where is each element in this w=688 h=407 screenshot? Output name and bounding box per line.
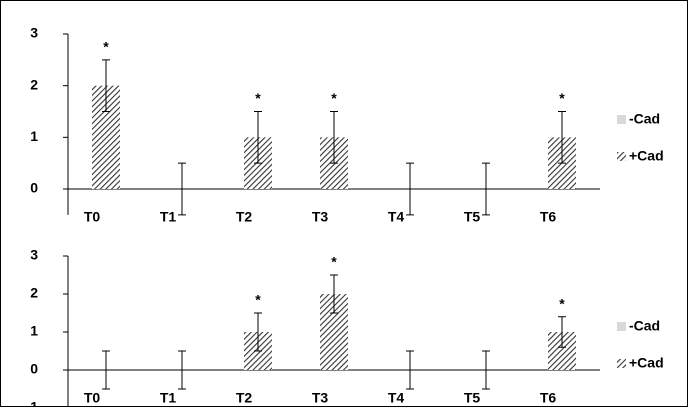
error-bar bbox=[178, 350, 186, 390]
annotation: * bbox=[331, 254, 337, 270]
y-tick-label: 0 bbox=[30, 361, 38, 377]
x-tick-label: T6 bbox=[540, 209, 557, 225]
y-tick-label: 3 bbox=[30, 25, 38, 41]
annotation: * bbox=[331, 90, 337, 106]
legend-label: -Cad bbox=[629, 318, 660, 334]
y-tick-label: -1 bbox=[26, 399, 39, 407]
y-tick-label: 3 bbox=[30, 247, 38, 263]
legend-swatch bbox=[617, 359, 626, 368]
x-tick-label: T5 bbox=[464, 209, 481, 225]
legend-label: +Cad bbox=[629, 355, 664, 371]
x-tick-label: T6 bbox=[540, 390, 557, 406]
x-tick-label: T2 bbox=[236, 209, 253, 225]
error-bar bbox=[330, 111, 338, 164]
y-tick-label: 2 bbox=[30, 285, 38, 301]
legend-swatch bbox=[617, 115, 626, 124]
error-bar bbox=[558, 316, 566, 348]
error-bar bbox=[330, 274, 338, 314]
legend-swatch bbox=[617, 322, 626, 331]
x-tick-label: T3 bbox=[312, 209, 329, 225]
annotation: * bbox=[103, 39, 109, 55]
x-tick-label: T1 bbox=[160, 209, 177, 225]
y-tick-label: 0 bbox=[30, 180, 38, 196]
error-bar bbox=[102, 59, 110, 112]
error-bar bbox=[406, 350, 414, 390]
x-tick-label: T5 bbox=[464, 390, 481, 406]
x-tick-label: T4 bbox=[388, 390, 405, 406]
legend-label: -Cad bbox=[629, 111, 660, 127]
y-tick-label: 2 bbox=[30, 76, 38, 92]
y-tick-label: 1 bbox=[30, 323, 38, 339]
x-tick-label: T2 bbox=[236, 390, 253, 406]
annotation: * bbox=[559, 90, 565, 106]
annotation: * bbox=[559, 296, 565, 312]
x-tick-label: T3 bbox=[312, 390, 329, 406]
x-tick-label: T4 bbox=[388, 209, 405, 225]
annotation: * bbox=[255, 292, 261, 308]
error-bar bbox=[178, 162, 186, 216]
error-bar bbox=[558, 111, 566, 164]
error-bar bbox=[482, 350, 490, 390]
x-tick-label: T0 bbox=[84, 390, 101, 406]
error-bar bbox=[102, 350, 110, 390]
y-tick-label: 1 bbox=[30, 128, 38, 144]
annotation: * bbox=[255, 90, 261, 106]
x-tick-label: T0 bbox=[84, 209, 101, 225]
error-bar bbox=[406, 162, 414, 216]
error-bar bbox=[482, 162, 490, 216]
x-tick-label: T1 bbox=[160, 390, 177, 406]
error-bar bbox=[254, 312, 262, 352]
legend-label: +Cad bbox=[629, 148, 664, 164]
error-bar bbox=[254, 111, 262, 164]
legend-swatch bbox=[617, 152, 626, 161]
